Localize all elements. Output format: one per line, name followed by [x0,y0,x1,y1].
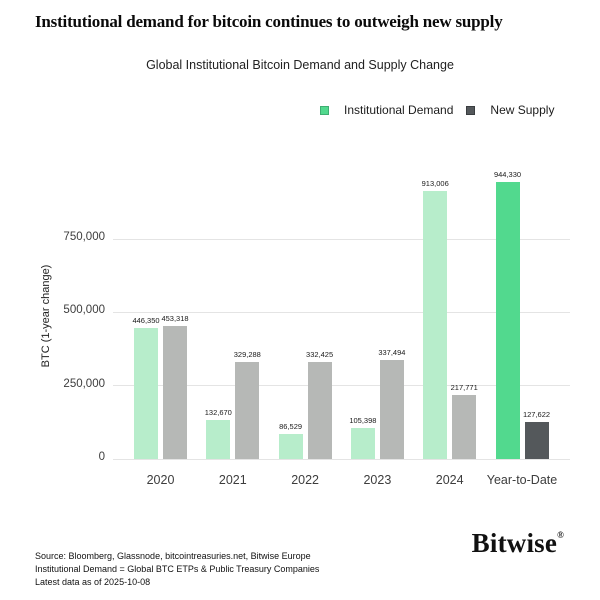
bar-value-label: 86,529 [279,421,303,431]
legend-item-new-supply: New Supply [466,103,554,117]
bar-value-label: 446,350 [132,316,160,326]
y-tick-label: 750,000 [63,231,105,244]
bar-value-label: 913,006 [421,179,449,189]
page-title: Institutional demand for bitcoin continu… [35,12,503,31]
bar-demand-2020 [134,328,158,459]
x-tick-label-2022: 2022 [291,473,319,487]
bar-value-label: 217,771 [450,383,478,393]
x-tick-label-2020: 2020 [146,473,175,487]
y-tick-label: 500,000 [63,304,105,317]
legend: Institutional Demand New Supply [320,103,554,117]
supply-swatch-icon [466,105,476,115]
bar-demand-Year-to-Date [495,182,520,459]
bar-demand-2022 [278,433,303,459]
bar-value-label: 453,318 [161,314,189,324]
logo-text: Bitwise [471,528,558,558]
legend-label: New Supply [490,103,555,117]
gridline-250,000 [113,385,570,387]
bar-supply-2021 [235,362,260,459]
legend-label: Institutional Demand [344,103,454,117]
registered-mark-icon: ® [557,530,564,540]
chart-title: Global Institutional Bitcoin Demand and … [146,58,454,72]
source-note: Source: Bloomberg, Glassnode, bitcointre… [35,550,319,589]
source-line: Institutional Demand = Global BTC ETPs &… [35,564,320,574]
bar-value-label: 105,398 [349,416,377,426]
bar-demand-2023 [350,428,375,459]
bar-value-label: 944,330 [493,170,522,180]
bar-supply-2022 [307,361,332,459]
legend-item-institutional-demand: Institutional Demand [320,103,453,117]
bar-demand-2021 [206,420,231,459]
bar-value-label: 337,494 [378,348,406,358]
bar-value-label: 329,288 [233,350,261,360]
bar-supply-2023 [379,360,404,459]
bar-value-label: 127,622 [522,409,551,419]
x-tick-label-Year-to-Date: Year-to-Date [486,473,558,487]
bitwise-logo: Bitwise® [472,528,564,559]
source-line: Source: Bloomberg, Glassnode, bitcointre… [35,551,311,561]
bar-supply-Year-to-Date [524,421,549,459]
gridline-750,000 [113,238,570,240]
source-line: Latest data as of 2025-10-08 [35,577,151,587]
bar-supply-2020 [163,326,187,459]
bar-value-label: 332,425 [306,349,334,359]
x-tick-label-2023: 2023 [363,473,392,487]
x-tick-label-2024: 2024 [435,473,464,487]
bar-supply-2024 [452,395,477,459]
bar-demand-2024 [423,191,448,459]
y-tick-label: 250,000 [63,377,105,390]
gridline-0 [113,458,570,460]
demand-swatch-icon [320,105,329,115]
x-tick-label-2021: 2021 [218,473,247,487]
y-tick-label: 0 [98,451,105,463]
bar-value-label: 132,670 [204,408,232,418]
gridline-500,000 [113,311,570,313]
